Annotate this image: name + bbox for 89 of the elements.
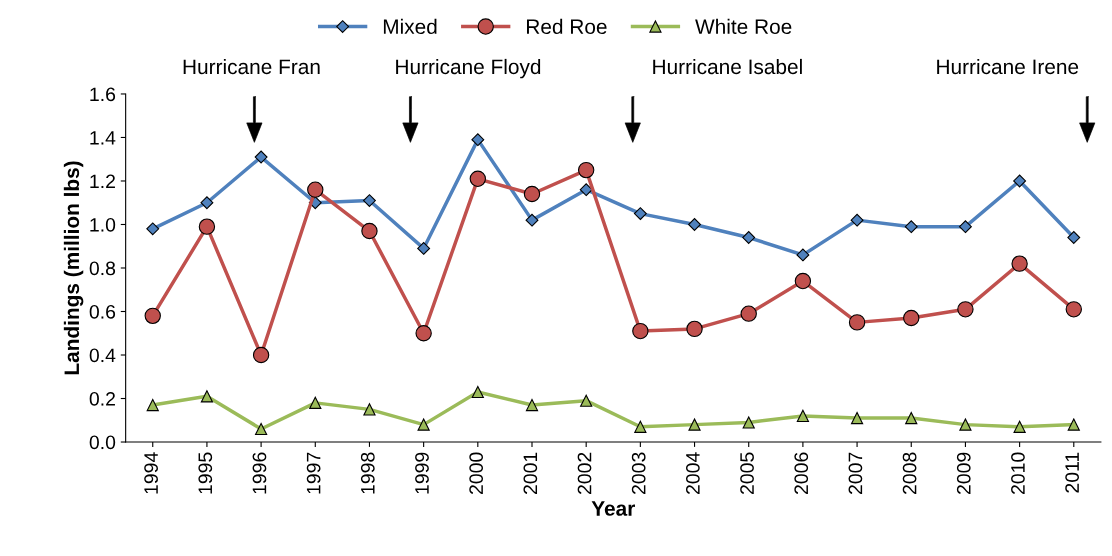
point bbox=[850, 213, 864, 227]
point bbox=[958, 220, 972, 234]
legend-label: Mixed bbox=[383, 18, 437, 35]
y-tick-label: 0.0 bbox=[89, 435, 116, 450]
text: Hurricane Irene bbox=[937, 58, 1079, 75]
y-tick-label: 1.4 bbox=[90, 131, 116, 145]
point bbox=[146, 398, 159, 412]
point bbox=[796, 248, 810, 262]
x-tick-label: 1999 bbox=[415, 452, 429, 494]
point bbox=[1067, 418, 1080, 431]
x-tick-label: 2001 bbox=[523, 452, 538, 495]
x-tick-label: 2002 bbox=[577, 452, 592, 495]
text: Hurricane Floyd bbox=[396, 58, 541, 79]
point bbox=[848, 314, 866, 331]
x-tick-label: 1995 bbox=[198, 452, 213, 494]
point bbox=[905, 411, 918, 425]
point bbox=[633, 207, 647, 221]
point bbox=[742, 416, 755, 429]
point bbox=[252, 346, 270, 364]
point bbox=[307, 181, 324, 198]
x-tick-label: 1996 bbox=[252, 452, 267, 494]
x-tick-label: 2011 bbox=[1065, 452, 1080, 493]
point bbox=[742, 231, 756, 244]
x-tick-label: 2007 bbox=[848, 452, 863, 495]
legend-label: White Roe bbox=[695, 18, 792, 35]
text: Hurricane Fran bbox=[183, 58, 320, 75]
y-tick-label: 0.6 bbox=[89, 304, 116, 319]
x-tick-label: 2003 bbox=[631, 452, 646, 495]
y-tick-label: 0.2 bbox=[89, 391, 115, 406]
point bbox=[580, 394, 593, 407]
point bbox=[471, 385, 484, 399]
point bbox=[469, 170, 487, 187]
x-tick-label: 2009 bbox=[956, 452, 971, 495]
x-tick-label: 1997 bbox=[306, 452, 321, 494]
point bbox=[579, 183, 593, 197]
point bbox=[686, 320, 703, 338]
point bbox=[146, 222, 160, 236]
point bbox=[525, 398, 539, 412]
x-tick-label: 1994 bbox=[144, 452, 158, 494]
x-tick-label: 1998 bbox=[360, 452, 375, 494]
x-tick-label: 2006 bbox=[794, 452, 809, 495]
point bbox=[254, 150, 268, 164]
point bbox=[254, 422, 268, 436]
point bbox=[1065, 301, 1082, 318]
legend-label: Red Roe bbox=[527, 18, 607, 35]
point bbox=[903, 309, 920, 327]
y-tick-label: 1.0 bbox=[90, 217, 116, 232]
point bbox=[525, 213, 539, 227]
point bbox=[200, 390, 214, 403]
point bbox=[198, 218, 216, 235]
point bbox=[471, 133, 485, 147]
y-tick-label: 0.4 bbox=[89, 348, 116, 363]
x-tick-label: 2004 bbox=[685, 452, 700, 495]
text: Hurricane Isabel bbox=[653, 58, 802, 75]
x-axis-title: Year bbox=[591, 501, 635, 516]
point bbox=[361, 222, 378, 240]
x-tick-label: 2010 bbox=[1011, 452, 1025, 495]
point bbox=[417, 418, 430, 431]
point bbox=[1013, 420, 1026, 433]
point bbox=[363, 403, 376, 416]
y-tick-label: 0.8 bbox=[89, 261, 116, 276]
point bbox=[904, 220, 918, 234]
x-tick-label: 2000 bbox=[469, 452, 484, 495]
point bbox=[309, 396, 322, 409]
point bbox=[1067, 231, 1081, 244]
point bbox=[634, 420, 647, 433]
point bbox=[688, 218, 701, 231]
y-axis-title: Landings (million lbs) bbox=[63, 161, 84, 375]
point bbox=[794, 272, 812, 290]
point bbox=[144, 307, 161, 325]
point bbox=[363, 194, 376, 208]
point bbox=[959, 418, 972, 431]
point bbox=[415, 325, 432, 342]
point bbox=[417, 241, 431, 255]
point bbox=[200, 196, 214, 210]
point bbox=[688, 418, 701, 431]
y-tick-label: 1.6 bbox=[90, 87, 116, 102]
point bbox=[796, 409, 810, 423]
x-tick-label: 2008 bbox=[902, 452, 917, 495]
point bbox=[957, 301, 974, 318]
point bbox=[740, 305, 757, 322]
point bbox=[577, 161, 595, 179]
point bbox=[850, 411, 864, 425]
point bbox=[632, 322, 649, 340]
point bbox=[1013, 174, 1027, 188]
point bbox=[1011, 255, 1028, 272]
x-tick-label: 2005 bbox=[740, 452, 754, 495]
y-tick-label: 1.2 bbox=[90, 174, 115, 189]
point bbox=[523, 185, 541, 203]
